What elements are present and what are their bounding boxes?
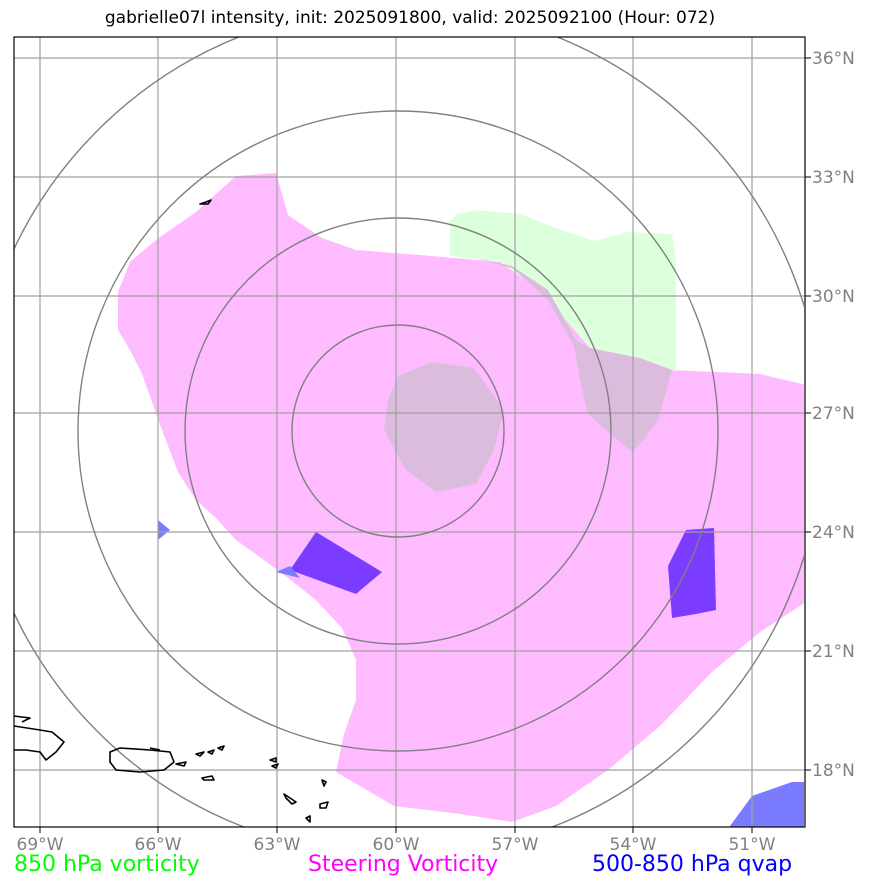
map-frame <box>13 36 806 828</box>
lat-tick-label: 30°N <box>812 287 855 307</box>
island-puerto-rico <box>109 747 175 773</box>
lon-tick-label: 66°W <box>135 835 182 855</box>
range-rings <box>14 37 804 827</box>
lat-tick-label: 18°N <box>812 761 855 781</box>
lon-tick-labels: 69°W 66°W 63°W 60°W 57°W 54°W 51°W <box>17 835 776 855</box>
coastlines <box>14 199 329 823</box>
qvap-region-center-light <box>276 566 300 578</box>
island-virgin-islands <box>149 745 225 757</box>
island-st-kitts <box>269 757 279 769</box>
island-antigua <box>321 779 327 787</box>
island-vieques <box>175 761 187 767</box>
lat-tick-label: 24°N <box>812 523 855 543</box>
lat-tick-label: 36°N <box>812 49 855 69</box>
island-anguilla <box>201 775 215 781</box>
legend-850-vorticity: 850 hPa vorticity <box>14 852 200 877</box>
island-guadeloupe <box>283 793 329 809</box>
legend-qvap: 500-850 hPa qvap <box>592 852 793 877</box>
overlap-region <box>476 258 672 452</box>
center-overlap-region <box>384 362 504 492</box>
lon-tick-label: 51°W <box>729 835 776 855</box>
vorticity-850-region <box>450 210 676 372</box>
qvap-region-west <box>158 520 170 540</box>
steering-vorticity-region <box>118 173 804 822</box>
island-bermuda <box>199 199 212 205</box>
lat-tick-label: 33°N <box>812 168 855 188</box>
lat-tick-label: 27°N <box>812 404 855 424</box>
map-title: gabrielle07l intensity, init: 2025091800… <box>104 8 716 28</box>
lon-tick-label: 57°W <box>492 835 539 855</box>
qvap-region-east <box>668 528 716 618</box>
lon-tick-label: 60°W <box>373 835 420 855</box>
map-gridlines <box>14 37 804 827</box>
qvap-region-center <box>290 532 382 594</box>
lat-tick-label: 21°N <box>812 642 855 662</box>
lon-tick-label: 54°W <box>610 835 657 855</box>
island-hispaniola <box>14 715 65 761</box>
tick-marks <box>39 57 811 833</box>
legend-steering-vorticity: Steering Vorticity <box>308 852 499 877</box>
lat-tick-labels: 36°N 33°N 30°N 27°N 24°N 21°N 18°N <box>812 49 855 781</box>
lon-tick-label: 69°W <box>17 835 64 855</box>
island-dominica <box>305 815 311 823</box>
qvap-region-southeast <box>730 782 804 827</box>
lon-tick-label: 63°W <box>254 835 301 855</box>
